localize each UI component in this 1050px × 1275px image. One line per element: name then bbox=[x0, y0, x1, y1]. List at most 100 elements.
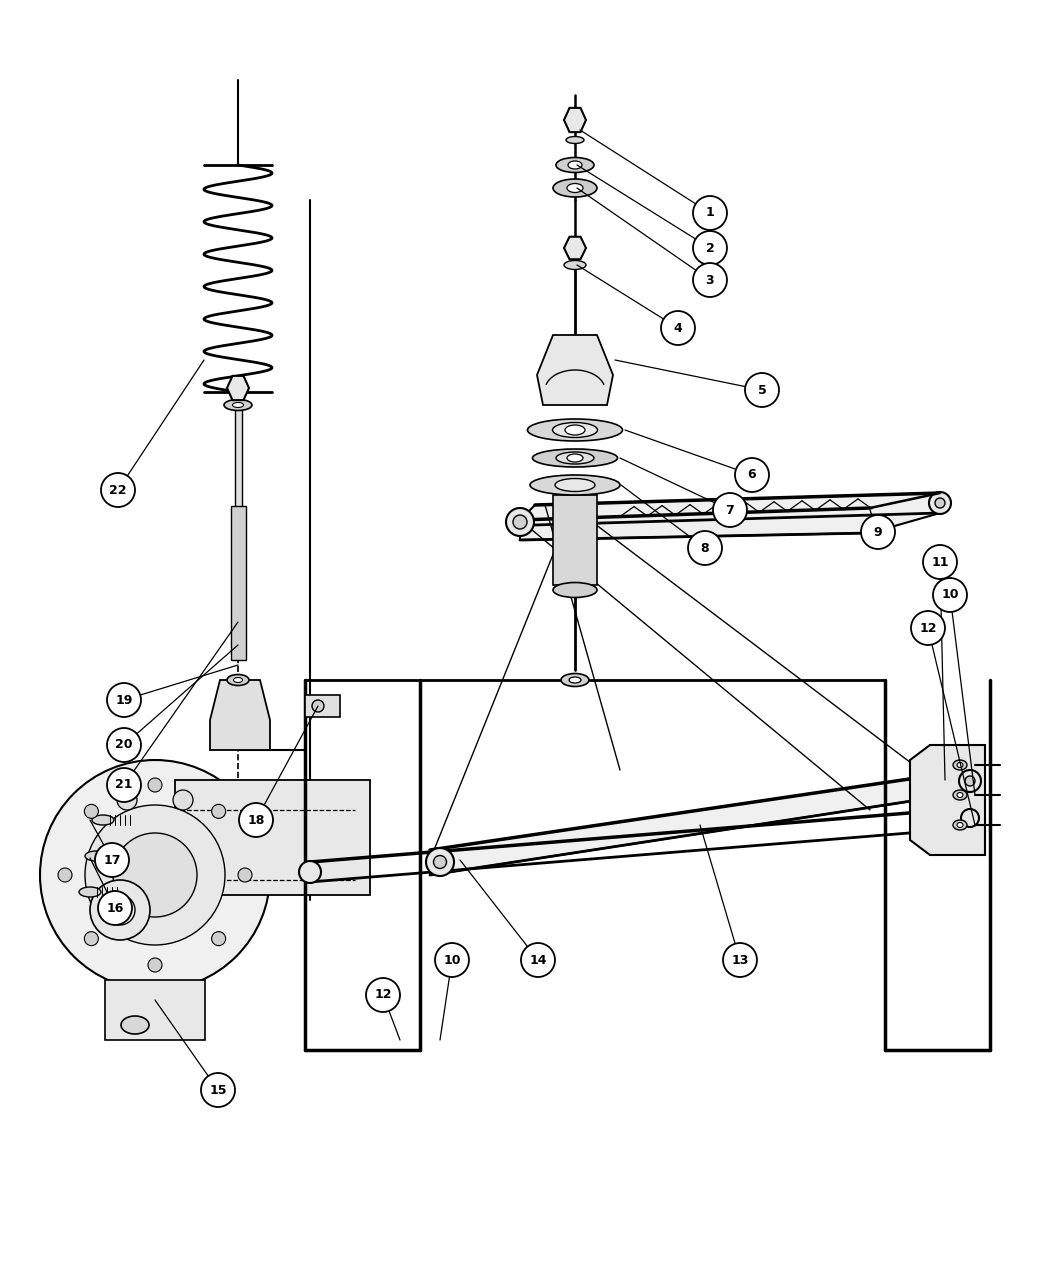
Circle shape bbox=[238, 868, 252, 882]
Ellipse shape bbox=[233, 677, 243, 682]
Ellipse shape bbox=[569, 677, 581, 683]
Circle shape bbox=[735, 458, 769, 492]
Ellipse shape bbox=[934, 499, 945, 507]
Circle shape bbox=[435, 944, 469, 977]
Circle shape bbox=[312, 700, 324, 711]
Circle shape bbox=[662, 311, 695, 346]
Text: 22: 22 bbox=[109, 483, 127, 496]
Circle shape bbox=[117, 790, 136, 810]
Ellipse shape bbox=[565, 425, 585, 435]
Circle shape bbox=[746, 374, 779, 407]
Ellipse shape bbox=[555, 478, 595, 491]
Bar bbox=[231, 506, 246, 660]
Circle shape bbox=[148, 778, 162, 792]
Polygon shape bbox=[430, 770, 970, 875]
Circle shape bbox=[723, 944, 757, 977]
Circle shape bbox=[239, 803, 273, 836]
Circle shape bbox=[90, 880, 150, 940]
Text: 2: 2 bbox=[706, 241, 714, 255]
Ellipse shape bbox=[552, 422, 597, 437]
Ellipse shape bbox=[561, 673, 589, 686]
Circle shape bbox=[85, 805, 225, 945]
Polygon shape bbox=[520, 493, 940, 541]
Bar bbox=[553, 495, 597, 585]
Ellipse shape bbox=[232, 403, 244, 408]
Text: 19: 19 bbox=[116, 694, 132, 706]
Ellipse shape bbox=[567, 184, 583, 193]
Text: 9: 9 bbox=[874, 525, 882, 538]
Ellipse shape bbox=[961, 810, 979, 827]
Text: 1: 1 bbox=[706, 207, 714, 219]
Text: 21: 21 bbox=[116, 779, 132, 792]
Ellipse shape bbox=[959, 770, 981, 792]
Circle shape bbox=[713, 493, 747, 527]
Ellipse shape bbox=[224, 399, 252, 411]
Circle shape bbox=[212, 932, 226, 946]
Circle shape bbox=[911, 611, 945, 645]
Circle shape bbox=[84, 805, 99, 819]
Circle shape bbox=[933, 578, 967, 612]
Bar bbox=[234, 400, 242, 567]
Circle shape bbox=[212, 805, 226, 819]
Circle shape bbox=[201, 1074, 235, 1107]
Text: 6: 6 bbox=[748, 468, 756, 482]
Text: 10: 10 bbox=[443, 954, 461, 966]
Text: 15: 15 bbox=[209, 1084, 227, 1096]
Text: 17: 17 bbox=[103, 853, 121, 867]
Ellipse shape bbox=[121, 1016, 149, 1034]
Polygon shape bbox=[227, 376, 249, 400]
Circle shape bbox=[40, 760, 270, 989]
Ellipse shape bbox=[957, 822, 963, 827]
Text: 4: 4 bbox=[674, 321, 682, 334]
Circle shape bbox=[107, 728, 141, 762]
Ellipse shape bbox=[553, 179, 597, 198]
Polygon shape bbox=[537, 335, 613, 405]
Text: 5: 5 bbox=[758, 384, 766, 397]
Circle shape bbox=[521, 944, 555, 977]
Text: 12: 12 bbox=[374, 988, 392, 1001]
Circle shape bbox=[107, 768, 141, 802]
Ellipse shape bbox=[957, 793, 963, 797]
Text: 3: 3 bbox=[706, 274, 714, 287]
Ellipse shape bbox=[527, 419, 623, 441]
Ellipse shape bbox=[426, 848, 454, 876]
Polygon shape bbox=[210, 680, 270, 750]
Polygon shape bbox=[910, 745, 985, 856]
Text: 18: 18 bbox=[248, 813, 265, 826]
Circle shape bbox=[923, 544, 957, 579]
Ellipse shape bbox=[92, 815, 114, 825]
Text: 10: 10 bbox=[941, 589, 959, 602]
Circle shape bbox=[58, 868, 72, 882]
Text: 14: 14 bbox=[529, 954, 547, 966]
Ellipse shape bbox=[568, 161, 582, 170]
Ellipse shape bbox=[299, 861, 321, 884]
Ellipse shape bbox=[929, 492, 951, 514]
Ellipse shape bbox=[556, 453, 594, 464]
Text: 7: 7 bbox=[726, 504, 734, 516]
Ellipse shape bbox=[567, 454, 583, 462]
Ellipse shape bbox=[566, 136, 584, 144]
Ellipse shape bbox=[553, 583, 597, 598]
Text: 8: 8 bbox=[700, 542, 710, 555]
Ellipse shape bbox=[85, 850, 107, 861]
Ellipse shape bbox=[506, 507, 534, 536]
Circle shape bbox=[688, 530, 722, 565]
Text: 16: 16 bbox=[106, 901, 124, 914]
Circle shape bbox=[98, 891, 132, 924]
Circle shape bbox=[107, 683, 141, 717]
Circle shape bbox=[693, 196, 727, 230]
Ellipse shape bbox=[530, 476, 620, 495]
Circle shape bbox=[693, 263, 727, 297]
Bar bbox=[105, 980, 205, 1040]
Polygon shape bbox=[564, 237, 586, 259]
Ellipse shape bbox=[564, 260, 586, 269]
Ellipse shape bbox=[957, 762, 963, 768]
Bar bbox=[175, 780, 370, 895]
Ellipse shape bbox=[965, 776, 975, 785]
Text: 13: 13 bbox=[731, 954, 749, 966]
Circle shape bbox=[366, 978, 400, 1012]
Ellipse shape bbox=[556, 158, 594, 172]
Circle shape bbox=[105, 895, 135, 924]
Ellipse shape bbox=[227, 674, 249, 686]
Circle shape bbox=[173, 790, 193, 810]
